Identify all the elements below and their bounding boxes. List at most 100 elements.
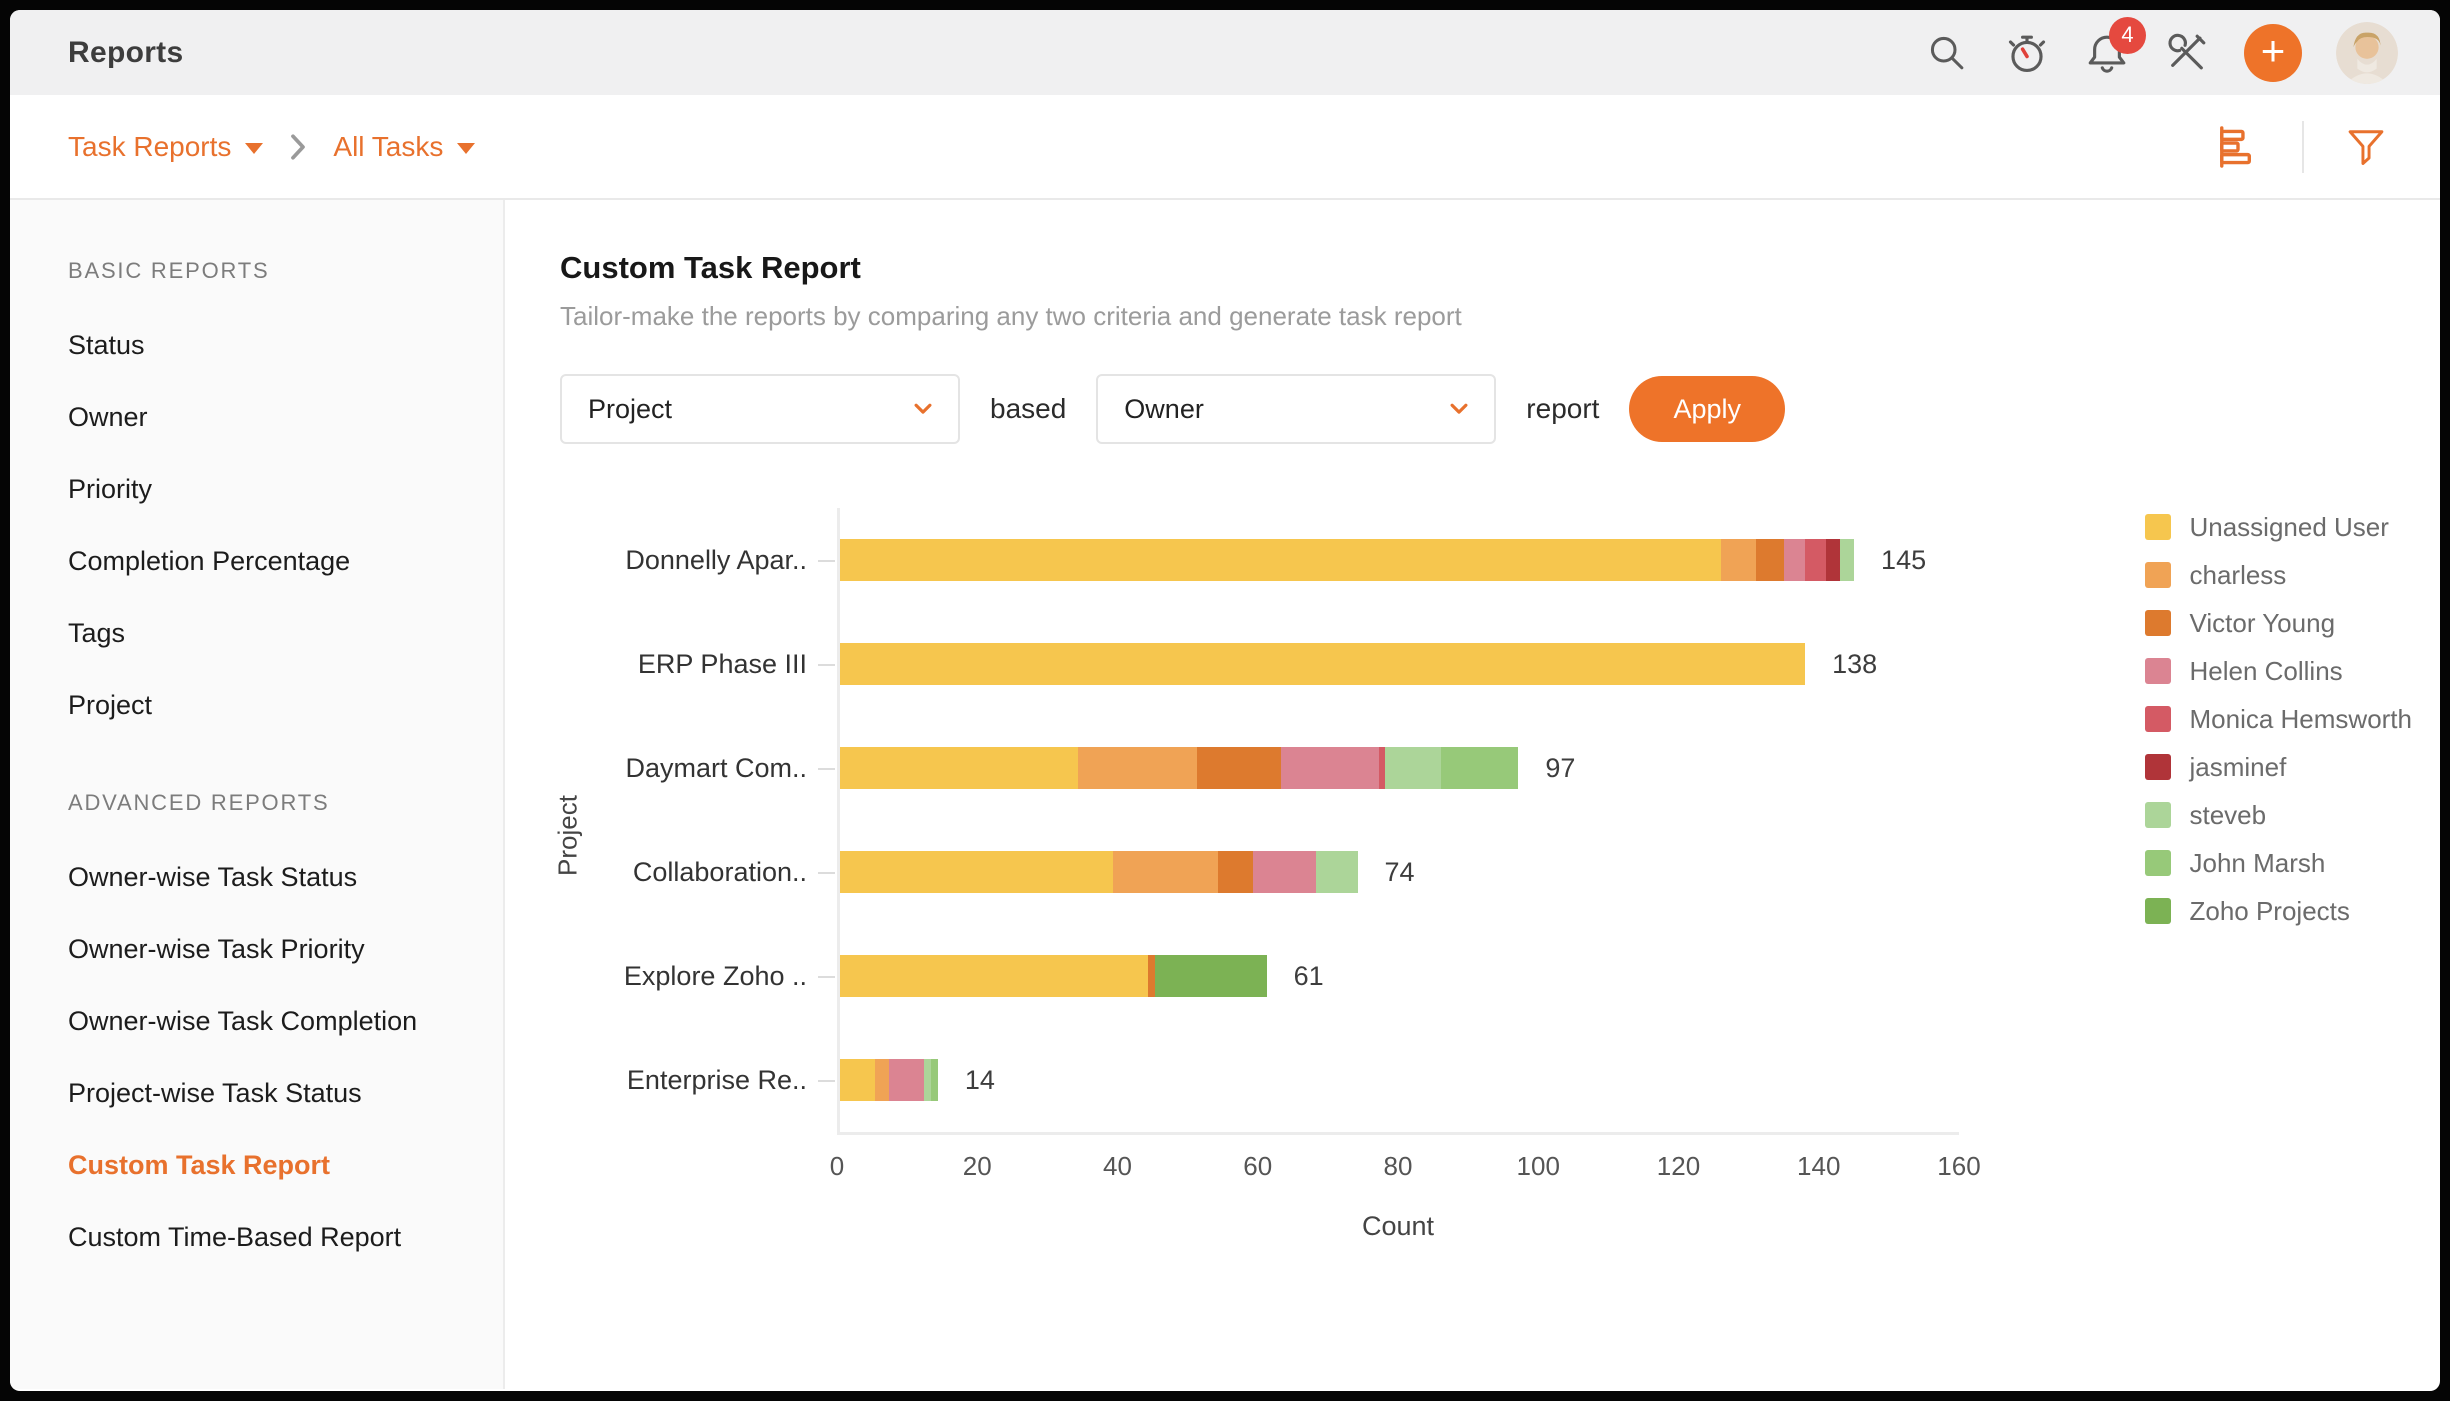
bar-segment-charless[interactable] <box>1112 851 1218 893</box>
sidebar-item-status[interactable]: Status <box>68 330 145 360</box>
chevron-down-icon <box>457 143 476 154</box>
x-tick-label: 40 <box>1103 1151 1132 1181</box>
sidebar-item-owner[interactable]: Owner <box>68 402 148 432</box>
bar-track: 74 <box>840 851 1959 893</box>
x-axis-title: Count <box>1361 1211 1435 1241</box>
bar-segment-steveb[interactable] <box>1840 539 1855 581</box>
user-avatar[interactable] <box>2336 21 2398 84</box>
legend-item-charless[interactable]: charless <box>2145 559 2412 590</box>
bar-segment-helen-collins[interactable] <box>888 1059 924 1101</box>
bar-track: 14 <box>840 1059 1959 1101</box>
sidebar-item-tags[interactable]: Tags <box>68 618 126 648</box>
bar-segment-unassigned-user[interactable] <box>840 539 1722 581</box>
report-subtitle: Tailor-make the reports by comparing any… <box>560 301 1462 331</box>
add-button[interactable]: + <box>2244 23 2302 82</box>
legend-item-zoho-projects[interactable]: Zoho Projects <box>2145 895 2412 926</box>
bar-track: 97 <box>840 747 1959 789</box>
second-criteria-select[interactable]: Owner <box>1096 374 1497 444</box>
legend-swatch <box>2145 514 2172 540</box>
category-label: Collaboration.. <box>632 856 807 887</box>
bar-segment-unassigned-user[interactable] <box>840 1059 875 1101</box>
bar-segment-charless[interactable] <box>1721 539 1757 581</box>
apply-button[interactable]: Apply <box>1629 376 1785 442</box>
sidebar-item-completion-percentage[interactable]: Completion Percentage <box>68 546 351 576</box>
bar-segment-victor-young[interactable] <box>1756 539 1785 581</box>
content: BASIC REPORTS Status Owner Priority Completi… <box>10 200 2440 1389</box>
breadcrumb-task-reports[interactable]: Task Reports <box>68 131 264 163</box>
legend-label: Unassigned User <box>2189 511 2389 542</box>
filter-button[interactable] <box>2344 125 2388 169</box>
search-button[interactable] <box>1924 30 1970 76</box>
bar-segment-helen-collins[interactable] <box>1280 747 1379 789</box>
legend-label: steveb <box>2189 799 2267 830</box>
bar-segment-unassigned-user[interactable] <box>840 851 1113 893</box>
bar-row-erp-phase-iii: ERP Phase III 138 <box>638 612 1959 716</box>
breadcrumb-all-tasks[interactable]: All Tasks <box>333 131 476 163</box>
bar-track: 138 <box>840 643 1959 685</box>
bar-segment-helen-collins[interactable] <box>1784 539 1806 581</box>
report-label: report <box>1526 393 1600 424</box>
legend-item-unassigned-user[interactable]: Unassigned User <box>2145 511 2412 542</box>
page-title: Reports <box>68 35 184 69</box>
bar-segment-charless[interactable] <box>1077 747 1197 789</box>
sidebar-item-project-wise-task-status[interactable]: Project-wise Task Status <box>68 1078 362 1108</box>
breadcrumb-bar: Task Reports All Tasks <box>10 95 2440 200</box>
bar-total-value: 61 <box>1293 960 1324 991</box>
timer-button[interactable] <box>2004 30 2050 76</box>
bar-row-collaboration: Collaboration.. 74 <box>633 820 1959 924</box>
bar-segment-zoho-projects[interactable] <box>1154 955 1267 997</box>
bar-segment-john-marsh[interactable] <box>1441 747 1519 789</box>
chart-view-button[interactable] <box>2214 123 2262 171</box>
legend-item-steveb[interactable]: steveb <box>2145 799 2412 830</box>
sidebar-item-priority[interactable]: Priority <box>68 474 153 504</box>
bar-segment-unassigned-user[interactable] <box>840 955 1148 997</box>
legend-label: charless <box>2189 559 2287 590</box>
sidebar-item-owner-wise-task-completion[interactable]: Owner-wise Task Completion <box>68 1006 418 1036</box>
bar-segment-victor-young[interactable] <box>1217 851 1253 893</box>
bar-segment-monica-hemsworth[interactable] <box>1805 539 1827 581</box>
chevron-down-icon <box>914 403 932 414</box>
sidebar-item-custom-time-based-report[interactable]: Custom Time-Based Report <box>68 1222 402 1252</box>
notification-badge: 4 <box>2109 16 2146 54</box>
legend-label: Victor Young <box>2189 607 2336 638</box>
sidebar-item-owner-wise-task-status[interactable]: Owner-wise Task Status <box>68 862 358 892</box>
x-tick-label: 0 <box>829 1151 845 1181</box>
category-label: Explore Zoho .. <box>623 960 807 991</box>
bar-total-value: 138 <box>1832 648 1878 679</box>
bar-segment-jasminef[interactable] <box>1826 539 1841 581</box>
bar-segment-unassigned-user[interactable] <box>840 747 1078 789</box>
bar-track: 61 <box>840 955 1959 997</box>
sidebar-item-project[interactable]: Project <box>68 690 153 720</box>
bar-segment-charless[interactable] <box>874 1059 889 1101</box>
funnel-icon <box>2348 129 2384 165</box>
bar-segment-monica-hemsworth[interactable] <box>1378 747 1386 789</box>
sidebar-item-custom-task-report[interactable]: Custom Task Report <box>68 1150 331 1180</box>
bar-chart-icon <box>2220 125 2251 168</box>
bar-segment-john-marsh[interactable] <box>930 1059 938 1101</box>
bar-segment-steveb[interactable] <box>1315 851 1358 893</box>
bar-segment-steveb[interactable] <box>1385 747 1442 789</box>
bar-segment-steveb[interactable] <box>923 1059 931 1101</box>
bar-total-value: 145 <box>1881 544 1927 575</box>
legend-item-monica-hemsworth[interactable]: Monica Hemsworth <box>2145 704 2412 734</box>
legend-item-victor-young[interactable]: Victor Young <box>2145 607 2412 638</box>
notifications-button[interactable]: 4 <box>2084 16 2146 76</box>
first-criteria-select[interactable]: Project <box>560 374 960 444</box>
settings-button[interactable] <box>2164 30 2210 76</box>
bar-segment-victor-young[interactable] <box>1147 955 1155 997</box>
bar-segment-unassigned-user[interactable] <box>840 643 1806 685</box>
legend-label: Zoho Projects <box>2189 895 2350 926</box>
x-tick-label: 100 <box>1516 1151 1560 1181</box>
legend-item-jasminef[interactable]: jasminef <box>2145 752 2412 782</box>
legend-item-helen-collins[interactable]: Helen Collins <box>2145 656 2412 686</box>
legend-item-john-marsh[interactable]: John Marsh <box>2145 848 2412 878</box>
sidebar-item-owner-wise-task-priority[interactable]: Owner-wise Task Priority <box>68 934 365 964</box>
sidebar-section-title: BASIC REPORTS <box>68 258 270 283</box>
bar-segment-helen-collins[interactable] <box>1252 851 1316 893</box>
legend-swatch <box>2145 898 2172 924</box>
search-icon <box>1926 32 1968 74</box>
bar-segment-victor-young[interactable] <box>1196 747 1281 789</box>
top-bar: Reports <box>10 10 2440 95</box>
chevron-down-icon <box>245 143 264 154</box>
tools-icon <box>2165 31 2209 75</box>
